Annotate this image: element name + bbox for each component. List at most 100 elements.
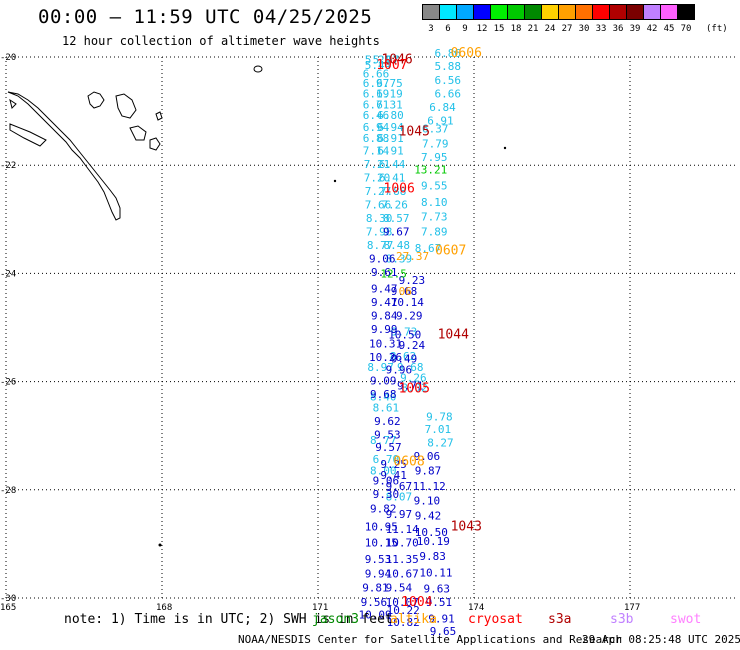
wave-height-value: 9.99 <box>371 323 398 336</box>
legend-item-cryosat: cryosat <box>468 612 523 627</box>
color-swatch-label: 30 <box>578 24 590 34</box>
wave-height-value: 9.61 <box>371 266 398 279</box>
wave-height-value: 11.12 <box>413 480 446 493</box>
color-swatch-label: 45 <box>663 24 675 34</box>
wave-height-value: 9.10 <box>414 494 441 507</box>
wave-height-value: 9.82 <box>370 503 397 516</box>
wave-height-value: 6.56 <box>434 74 461 87</box>
wave-height-value: 12.5 <box>380 268 407 281</box>
coastline-islet-5 <box>155 111 163 121</box>
wave-height-value: 6.46 <box>363 109 390 122</box>
color-swatch-label: 36 <box>612 24 624 34</box>
legend-item-s3b: s3b <box>610 612 634 627</box>
wave-height-value: 8.97 <box>367 361 394 374</box>
wave-height-value: 8.57 <box>383 212 410 225</box>
lon-tick-label: 165 <box>0 603 16 613</box>
satellite-legend: jason3 altika cryosat s3a s3b swot <box>0 612 740 630</box>
color-swatch-label: 18 <box>510 24 522 34</box>
wave-height-value: 9.49 <box>391 353 418 366</box>
wave-height-value: 8.40 <box>370 391 397 404</box>
lat-tick-label: -28 <box>0 486 16 496</box>
wave-height-value: 9.67 <box>383 226 410 239</box>
pass-time-label: 0606 <box>451 46 482 61</box>
wave-height-value: 8.07 <box>386 491 413 504</box>
color-swatch-label: 42 <box>646 24 658 34</box>
wave-height-value: 9.26 <box>400 372 427 385</box>
wave-height-value: 10.82 <box>387 616 420 629</box>
wave-height-value: 7.01 <box>425 423 452 436</box>
color-swatch-70 <box>677 4 695 20</box>
wave-height-value: 6.41 <box>379 171 406 184</box>
wave-height-value: 6.66 <box>363 68 390 81</box>
wave-height-value: 6.19 <box>363 88 390 101</box>
coastline-islet-1 <box>87 91 105 109</box>
wave-height-value: 9.83 <box>419 550 446 563</box>
wave-height-value: 8.10 <box>421 196 448 209</box>
wave-height-value: 13.21 <box>414 163 447 176</box>
color-swatch-label: 3 <box>428 24 434 34</box>
coastline-islet-9 <box>503 146 507 150</box>
wave-height-value: 10.50 <box>388 328 421 341</box>
wave-height-value: 9.42 <box>415 510 442 523</box>
wave-height-value: 7.14 <box>363 144 390 157</box>
wave-height-value: 11.35 <box>386 553 419 566</box>
wave-height-value: 6.86 <box>434 47 461 60</box>
wave-height-value: 6.94 <box>377 121 404 134</box>
wave-height-value: 9.91 <box>428 612 455 625</box>
wave-height-value: 8.62 <box>390 350 417 363</box>
lat-tick-label: -30 <box>0 594 16 604</box>
wave-height-value: 9.47 <box>371 296 398 309</box>
footer-credit: NOAA/NESDIS Center for Satellite Applica… <box>238 633 623 646</box>
wave-height-value: 7.95 <box>421 151 448 164</box>
wave-height-value: 10.26 <box>369 351 402 364</box>
wave-height-value: 8.77 <box>370 434 397 447</box>
wave-height-value: 6.88 <box>363 132 390 145</box>
footer-date: 29 Apr 08:25:48 UTC 2025 <box>582 633 740 646</box>
wave-height-value: 8.67 <box>415 242 442 255</box>
wave-height-value: 10.95 <box>365 520 398 533</box>
wave-height-value: 6.97 <box>363 77 390 90</box>
wave-height-value: 9.53 <box>374 428 401 441</box>
wave-height-value: 9.97 <box>386 508 413 521</box>
wave-height-value: 9.94 <box>365 567 392 580</box>
wave-height-value: 6.91 <box>377 144 404 157</box>
coastline-islet-3 <box>129 125 147 141</box>
color-swatch-label: 70 <box>680 24 692 34</box>
wave-height-value: 6.44 <box>379 158 406 171</box>
lon-tick-label: 177 <box>624 603 640 613</box>
wave-height-value: 6.80 <box>377 109 404 122</box>
lon-tick-label: 171 <box>312 603 328 613</box>
wave-height-value: 9.06 <box>414 450 441 463</box>
color-swatch-label: 33 <box>595 24 607 34</box>
lat-tick-label: -26 <box>0 378 16 388</box>
wave-height-value: 9.73 <box>391 326 418 339</box>
coastline-new-caledonia <box>7 65 507 547</box>
wave-height-value: 9.78 <box>426 411 453 424</box>
coastline-islet-4 <box>149 137 161 151</box>
lat-tick-label: -24 <box>0 269 16 279</box>
wave-height-value: 6.31 <box>376 98 403 111</box>
coastline-main-island <box>7 91 121 221</box>
wave-height-value: 9.67 <box>386 480 413 493</box>
wave-height-value: 8.27 <box>427 437 454 450</box>
pass-time-label: 1045 <box>399 124 430 139</box>
pass-time-label: 1004 <box>401 595 432 610</box>
coastline-islet-7 <box>9 98 17 109</box>
wave-height-value: 9.68 <box>370 388 397 401</box>
pass-time-label: 0607 <box>435 243 466 258</box>
wave-height-value: 7.20 <box>364 171 391 184</box>
wave-height-value: 10.67 <box>386 567 419 580</box>
wave-height-value: 9.87 <box>415 465 442 478</box>
lat-tick-label: -22 <box>0 161 16 171</box>
wave-height-value: 9.54 <box>386 582 413 595</box>
wave-height-value: 9.63 <box>424 583 451 596</box>
wave-height-value: 9.06 <box>369 253 396 266</box>
wave-height-value: 7.79 <box>422 137 449 150</box>
wave-height-value: 7.66 <box>365 198 392 211</box>
wave-height-value: 7.26 <box>381 198 408 211</box>
legend-item-swot: swot <box>670 612 702 627</box>
wave-height-value: 6.91 <box>427 115 454 128</box>
color-swatch-label: 6 <box>445 24 451 34</box>
wave-height-value: 10.09 <box>359 609 392 622</box>
